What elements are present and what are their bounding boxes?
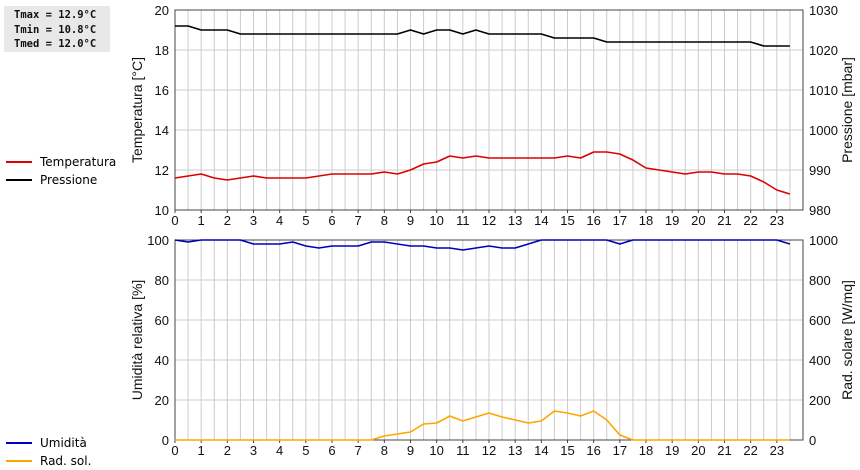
x-tick-label: 21 (717, 443, 731, 458)
x-tick-label: 14 (534, 213, 548, 228)
right-tick-label: 200 (809, 393, 831, 408)
x-tick-label: 6 (328, 443, 335, 458)
left-tick-label: 20 (155, 393, 169, 408)
x-tick-label: 8 (381, 213, 388, 228)
x-tick-label: 13 (508, 443, 522, 458)
x-tick-label: 14 (534, 443, 548, 458)
x-tick-label: 13 (508, 213, 522, 228)
right-tick-label: 600 (809, 313, 831, 328)
left-tick-label: 20 (155, 3, 169, 18)
legend-item-umidita: Umidità (6, 434, 91, 452)
legend-swatch-rad-sol (6, 460, 32, 462)
x-tick-label: 16 (586, 443, 600, 458)
x-tick-label: 10 (429, 213, 443, 228)
right-axis-label: Rad. solare [W/mq] (839, 280, 855, 400)
right-tick-label: 990 (809, 163, 831, 178)
left-axis-label: Temperatura [°C] (129, 57, 145, 163)
x-tick-label: 1 (198, 443, 205, 458)
left-tick-label: 80 (155, 273, 169, 288)
x-tick-label: 7 (355, 213, 362, 228)
x-tick-label: 0 (171, 213, 178, 228)
series-line-rad-sol (175, 411, 790, 440)
x-tick-label: 3 (250, 213, 257, 228)
right-tick-label: 1000 (809, 233, 838, 248)
x-tick-label: 3 (250, 443, 257, 458)
x-tick-label: 15 (560, 213, 574, 228)
left-tick-label: 18 (155, 43, 169, 58)
legend-humidity-radiation-block: Umidità Rad. sol. (6, 434, 91, 470)
right-axis-label: Pressione [mbar] (839, 57, 855, 163)
series-line-pressione (175, 26, 790, 46)
x-tick-label: 4 (276, 443, 283, 458)
x-tick-label: 21 (717, 213, 731, 228)
x-tick-label: 23 (770, 443, 784, 458)
x-tick-label: 11 (456, 443, 470, 458)
x-tick-label: 1 (198, 213, 205, 228)
right-tick-label: 1000 (809, 123, 838, 138)
x-tick-label: 17 (613, 443, 627, 458)
x-tick-label: 12 (482, 443, 496, 458)
right-tick-label: 1030 (809, 3, 838, 18)
right-tick-label: 800 (809, 273, 831, 288)
right-tick-label: 980 (809, 203, 831, 218)
x-tick-label: 22 (743, 213, 757, 228)
right-tick-label: 1010 (809, 83, 838, 98)
x-tick-label: 8 (381, 443, 388, 458)
x-tick-label: 0 (171, 443, 178, 458)
left-tick-label: 60 (155, 313, 169, 328)
x-tick-label: 20 (691, 213, 705, 228)
x-tick-label: 2 (224, 443, 231, 458)
x-tick-label: 6 (328, 213, 335, 228)
x-tick-label: 22 (743, 443, 757, 458)
left-tick-label: 12 (155, 163, 169, 178)
x-tick-label: 5 (302, 213, 309, 228)
x-tick-label: 10 (429, 443, 443, 458)
x-tick-label: 19 (665, 213, 679, 228)
legend-label-umidita: Umidità (40, 436, 87, 450)
x-tick-label: 16 (586, 213, 600, 228)
left-tick-label: 40 (155, 353, 169, 368)
x-tick-label: 2 (224, 213, 231, 228)
left-tick-label: 10 (155, 203, 169, 218)
x-tick-label: 15 (560, 443, 574, 458)
left-tick-label: 0 (162, 433, 169, 448)
x-tick-label: 7 (355, 443, 362, 458)
series-line-temperatura (175, 152, 790, 194)
x-tick-label: 18 (639, 443, 653, 458)
left-axis-label: Umidità relativa [%] (129, 280, 145, 401)
x-tick-label: 20 (691, 443, 705, 458)
x-tick-label: 12 (482, 213, 496, 228)
legend-label-rad-sol: Rad. sol. (40, 454, 91, 468)
series-line-umidita (175, 240, 790, 250)
left-tick-label: 16 (155, 83, 169, 98)
x-tick-label: 9 (407, 213, 414, 228)
x-tick-label: 23 (770, 213, 784, 228)
legend-item-rad-sol: Rad. sol. (6, 452, 91, 470)
x-tick-label: 9 (407, 443, 414, 458)
x-tick-label: 19 (665, 443, 679, 458)
x-tick-label: 4 (276, 213, 283, 228)
x-tick-label: 5 (302, 443, 309, 458)
right-tick-label: 0 (809, 433, 816, 448)
right-tick-label: 400 (809, 353, 831, 368)
x-tick-label: 11 (456, 213, 470, 228)
x-tick-label: 18 (639, 213, 653, 228)
left-tick-label: 100 (147, 233, 169, 248)
legend-swatch-umidita (6, 442, 32, 444)
x-tick-label: 17 (613, 213, 627, 228)
left-tick-label: 14 (155, 123, 169, 138)
right-tick-label: 1020 (809, 43, 838, 58)
